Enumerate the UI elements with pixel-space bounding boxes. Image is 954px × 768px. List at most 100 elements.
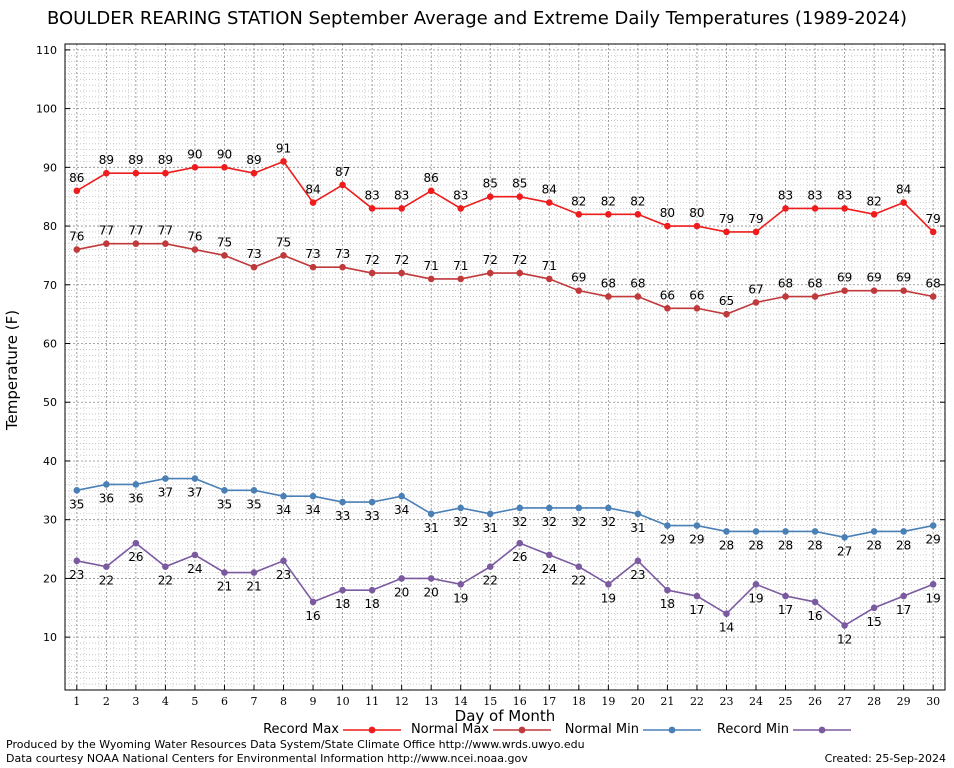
data-point-record-max bbox=[870, 211, 878, 218]
data-label-normal-min: 37 bbox=[187, 486, 202, 500]
x-tick-label: 21 bbox=[660, 695, 674, 708]
footer-created: Created: 25-Sep-2024 bbox=[824, 752, 946, 765]
y-tick-label: 10 bbox=[43, 631, 57, 644]
series-normal-max: 76 77 77 77 76 75 73 75 73 73 72 72 71 71 72 72 71 69 68 68… bbox=[69, 224, 941, 318]
data-point-record-max bbox=[605, 211, 612, 218]
data-point-normal-max bbox=[132, 240, 140, 247]
data-label-normal-max: 69 bbox=[837, 271, 852, 285]
data-label-record-min: 18 bbox=[660, 597, 675, 611]
data-point-record-min bbox=[575, 563, 583, 570]
data-point-record-min bbox=[693, 592, 701, 600]
data-point-normal-max bbox=[782, 293, 789, 300]
legend-record-max: Record Max bbox=[262, 722, 403, 738]
data-label-record-min: 17 bbox=[778, 603, 793, 617]
legend-swatch-record-min bbox=[793, 726, 851, 734]
data-label-record-max: 79 bbox=[719, 212, 734, 226]
data-label-record-max: 82 bbox=[630, 194, 645, 208]
data-label-normal-min: 35 bbox=[217, 497, 232, 511]
data-label-record-min: 17 bbox=[689, 603, 704, 617]
data-label-normal-max: 66 bbox=[689, 288, 704, 302]
data-point-record-min bbox=[280, 557, 287, 565]
data-point-normal-min bbox=[634, 510, 642, 518]
data-point-normal-min bbox=[841, 534, 848, 541]
data-label-normal-max: 73 bbox=[246, 247, 261, 261]
y-tick-label: 20 bbox=[43, 572, 57, 585]
data-point-normal-min bbox=[398, 492, 405, 500]
data-label-normal-min: 28 bbox=[778, 538, 793, 552]
data-point-record-max bbox=[191, 164, 199, 171]
y-tick-label: 30 bbox=[43, 514, 57, 527]
data-point-normal-max bbox=[811, 293, 819, 300]
x-tick-label: 20 bbox=[631, 695, 645, 708]
data-label-normal-max: 65 bbox=[719, 294, 734, 308]
data-label-normal-max: 68 bbox=[601, 277, 616, 291]
data-point-record-min bbox=[811, 598, 819, 606]
data-point-record-max bbox=[368, 205, 376, 212]
data-point-record-max bbox=[516, 193, 524, 200]
data-point-record-max bbox=[545, 199, 553, 206]
data-point-normal-min bbox=[309, 492, 317, 500]
data-label-normal-max: 68 bbox=[926, 277, 941, 291]
data-point-normal-max bbox=[250, 263, 258, 271]
data-point-normal-max bbox=[634, 293, 642, 300]
x-tick-label: 3 bbox=[132, 695, 139, 708]
data-point-normal-max bbox=[221, 252, 228, 259]
data-point-normal-max bbox=[368, 269, 376, 277]
data-point-normal-max bbox=[339, 263, 346, 271]
data-label-record-max: 90 bbox=[187, 147, 202, 161]
data-label-normal-min: 31 bbox=[630, 521, 645, 535]
data-label-record-min: 22 bbox=[99, 574, 114, 588]
data-point-normal-min bbox=[103, 481, 110, 488]
x-tick-label: 8 bbox=[280, 695, 287, 708]
data-point-normal-min bbox=[457, 504, 465, 512]
data-point-normal-max bbox=[545, 275, 553, 283]
data-point-record-max bbox=[132, 169, 140, 177]
data-label-normal-min: 34 bbox=[305, 503, 320, 517]
data-label-record-min: 24 bbox=[187, 562, 202, 576]
data-point-normal-min bbox=[162, 475, 169, 482]
data-label-normal-min: 28 bbox=[866, 538, 881, 552]
data-label-record-max: 86 bbox=[424, 171, 439, 185]
y-tick-label: 110 bbox=[36, 44, 57, 57]
data-label-record-min: 20 bbox=[394, 585, 409, 599]
data-label-normal-max: 72 bbox=[394, 253, 409, 267]
data-point-normal-min bbox=[575, 504, 583, 512]
x-tick-label: 7 bbox=[250, 695, 257, 708]
data-point-normal-max bbox=[664, 304, 671, 312]
data-point-record-min bbox=[162, 563, 169, 570]
data-label-normal-min: 35 bbox=[69, 497, 84, 511]
data-label-normal-min: 34 bbox=[276, 503, 291, 517]
data-point-normal-max bbox=[73, 246, 81, 253]
legend-label-record-min: Record Min bbox=[716, 722, 789, 737]
data-label-record-max: 80 bbox=[660, 206, 675, 220]
data-label-record-min: 20 bbox=[424, 585, 439, 599]
x-tick-label: 26 bbox=[808, 695, 822, 708]
data-label-normal-max: 75 bbox=[217, 235, 232, 249]
data-label-normal-max: 72 bbox=[512, 253, 527, 267]
data-point-record-min bbox=[486, 563, 494, 570]
y-axis: 10 20 30 40 50 60 70 80 90 100 110 bbox=[36, 44, 945, 644]
data-point-record-max bbox=[398, 205, 405, 212]
data-label-record-min: 26 bbox=[128, 550, 143, 564]
data-label-record-max: 91 bbox=[276, 141, 291, 155]
data-label-normal-min: 31 bbox=[483, 521, 498, 535]
data-point-record-min bbox=[664, 586, 671, 594]
y-tick-label: 80 bbox=[43, 220, 57, 233]
data-label-normal-min: 32 bbox=[601, 515, 616, 529]
data-label-normal-min: 28 bbox=[807, 538, 822, 552]
data-label-record-min: 23 bbox=[69, 568, 84, 582]
data-point-record-min bbox=[457, 580, 465, 588]
x-tick-label: 27 bbox=[838, 695, 852, 708]
x-tick-label: 16 bbox=[513, 695, 527, 708]
data-point-normal-min bbox=[427, 510, 435, 518]
data-label-record-max: 87 bbox=[335, 165, 350, 179]
data-label-normal-max: 71 bbox=[424, 259, 439, 273]
data-point-normal-min bbox=[782, 528, 789, 535]
data-label-record-max: 83 bbox=[364, 188, 379, 202]
x-axis-label: Day of Month bbox=[454, 707, 556, 725]
data-point-record-min bbox=[132, 539, 140, 547]
data-label-record-min: 23 bbox=[630, 568, 645, 582]
data-point-normal-min bbox=[368, 498, 376, 506]
footer-courtesy: Data courtesy NOAA National Centers for … bbox=[6, 752, 528, 765]
legend-label-normal-min: Normal Min bbox=[564, 722, 639, 737]
